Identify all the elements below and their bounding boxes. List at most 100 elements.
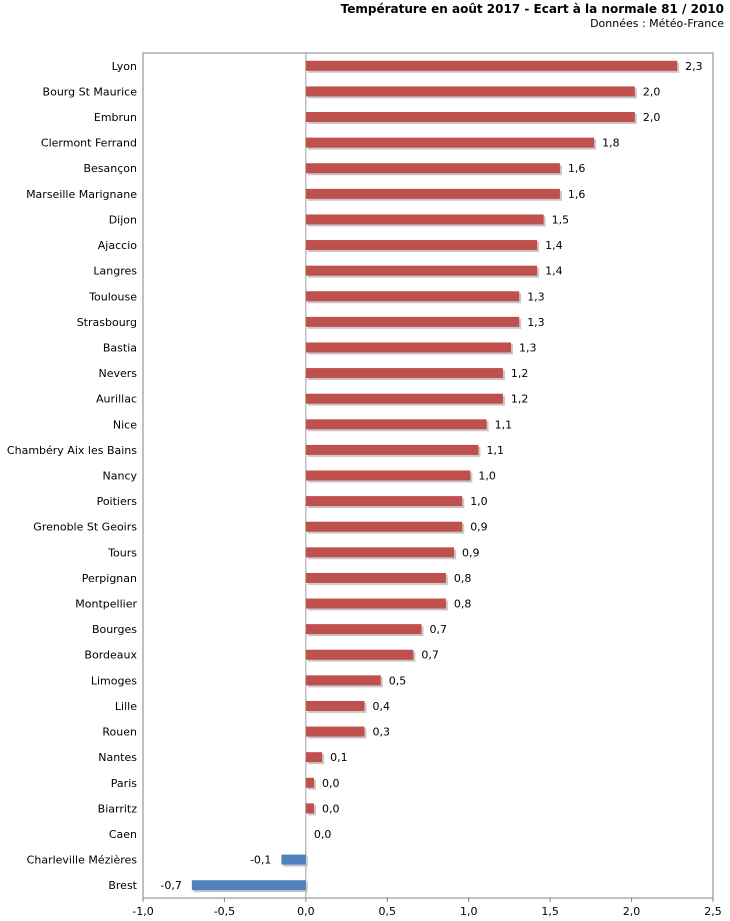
- data-label: 1,8: [602, 137, 620, 150]
- data-label: 0,1: [330, 751, 348, 764]
- category-label: Bourges: [92, 623, 137, 636]
- data-label: 1,2: [511, 393, 529, 406]
- data-label: 2,0: [643, 85, 661, 98]
- bar: [305, 777, 314, 788]
- category-label: Bordeaux: [84, 649, 137, 662]
- bar: [305, 265, 538, 276]
- data-label: 1,6: [568, 162, 586, 175]
- chart-title: Température en août 2017 - Ecart à la no…: [340, 2, 724, 16]
- bar: [305, 624, 422, 635]
- bar: [305, 752, 323, 763]
- data-label: 0,8: [454, 572, 472, 585]
- data-label: -0,7: [160, 879, 181, 892]
- x-tick-label: 0,0: [297, 905, 315, 918]
- data-label: 1,2: [511, 367, 529, 380]
- category-label: Besançon: [83, 162, 137, 175]
- data-label: 0,4: [372, 700, 390, 713]
- category-label: Lille: [115, 700, 137, 713]
- data-label: 0,7: [429, 623, 447, 636]
- bar: [305, 496, 463, 507]
- bar: [305, 163, 560, 174]
- category-label: Embrun: [94, 111, 137, 124]
- bar: [305, 726, 365, 737]
- x-tick-label: 1,0: [460, 905, 478, 918]
- bar: [305, 393, 503, 404]
- bar: [281, 854, 306, 865]
- bar: [305, 649, 414, 660]
- category-label: Ajaccio: [98, 239, 137, 252]
- category-label: Nancy: [103, 470, 138, 483]
- bar: [305, 316, 520, 327]
- bar: [305, 342, 512, 353]
- x-tick-label: -1,0: [132, 905, 153, 918]
- bar: [305, 572, 446, 583]
- data-label: 1,0: [470, 495, 488, 508]
- bar: [305, 419, 487, 430]
- data-label: 1,1: [486, 444, 504, 457]
- bar: [305, 60, 678, 71]
- category-label: Rouen: [102, 726, 137, 739]
- category-label: Biarritz: [98, 802, 138, 815]
- data-label: 1,4: [545, 239, 563, 252]
- category-label: Langres: [93, 265, 137, 278]
- data-label: -0,1: [250, 854, 271, 867]
- bar: [305, 803, 314, 814]
- category-label: Tours: [107, 546, 137, 559]
- data-label: 0,3: [372, 726, 390, 739]
- bar: [305, 137, 595, 148]
- category-label: Grenoble St Geoirs: [33, 521, 137, 534]
- chart-title-block: Température en août 2017 - Ecart à la no…: [341, 2, 724, 31]
- x-tick-label: -0,5: [214, 905, 235, 918]
- category-label: Lyon: [112, 60, 137, 73]
- data-label: 0,0: [322, 777, 340, 790]
- data-label: 1,3: [519, 341, 537, 354]
- category-label: Bourg St Maurice: [43, 85, 138, 98]
- category-label: Nice: [113, 418, 137, 431]
- bar: [305, 240, 538, 251]
- category-label: Caen: [109, 828, 137, 841]
- data-label: 1,3: [527, 316, 545, 329]
- chart-subtitle: Données : Météo-France: [590, 17, 724, 30]
- data-label: 2,3: [685, 60, 703, 73]
- category-label: Marseille Marignane: [26, 188, 137, 201]
- data-label: 0,0: [322, 802, 340, 815]
- data-label: 0,5: [389, 674, 407, 687]
- category-label: Poitiers: [97, 495, 138, 508]
- x-tick-label: 1,5: [541, 905, 559, 918]
- bar: [305, 470, 471, 481]
- category-label: Dijon: [109, 213, 137, 226]
- x-tick-label: 2,5: [704, 905, 722, 918]
- category-label: Montpellier: [75, 598, 137, 611]
- data-label: 0,0: [314, 828, 332, 841]
- category-label: Clermont Ferrand: [41, 137, 137, 150]
- x-tick-label: 0,5: [379, 905, 397, 918]
- category-label: Nantes: [98, 751, 137, 764]
- data-label: 0,7: [421, 649, 439, 662]
- data-label: 1,0: [478, 470, 496, 483]
- bar: [191, 880, 306, 891]
- bar: [305, 598, 446, 609]
- bar: [305, 188, 560, 199]
- data-label: 1,6: [568, 188, 586, 201]
- bar: [305, 700, 365, 711]
- bar: [305, 368, 503, 379]
- data-label: 0,9: [462, 546, 480, 559]
- category-label: Toulouse: [88, 290, 137, 303]
- data-label: 0,8: [454, 598, 472, 611]
- data-label: 0,9: [470, 521, 488, 534]
- category-label: Chambéry Aix les Bains: [7, 444, 137, 457]
- category-label: Brest: [108, 879, 137, 892]
- category-label: Bastia: [103, 341, 137, 354]
- category-label: Aurillac: [96, 393, 137, 406]
- category-label: Paris: [111, 777, 137, 790]
- bar: [305, 86, 635, 97]
- bar: [305, 112, 635, 123]
- bar: [305, 444, 479, 455]
- bar: [305, 521, 463, 532]
- data-label: 1,5: [552, 213, 570, 226]
- category-label: Nevers: [98, 367, 137, 380]
- bar: [305, 675, 381, 686]
- category-label: Strasbourg: [77, 316, 137, 329]
- data-label: 1,4: [545, 265, 563, 278]
